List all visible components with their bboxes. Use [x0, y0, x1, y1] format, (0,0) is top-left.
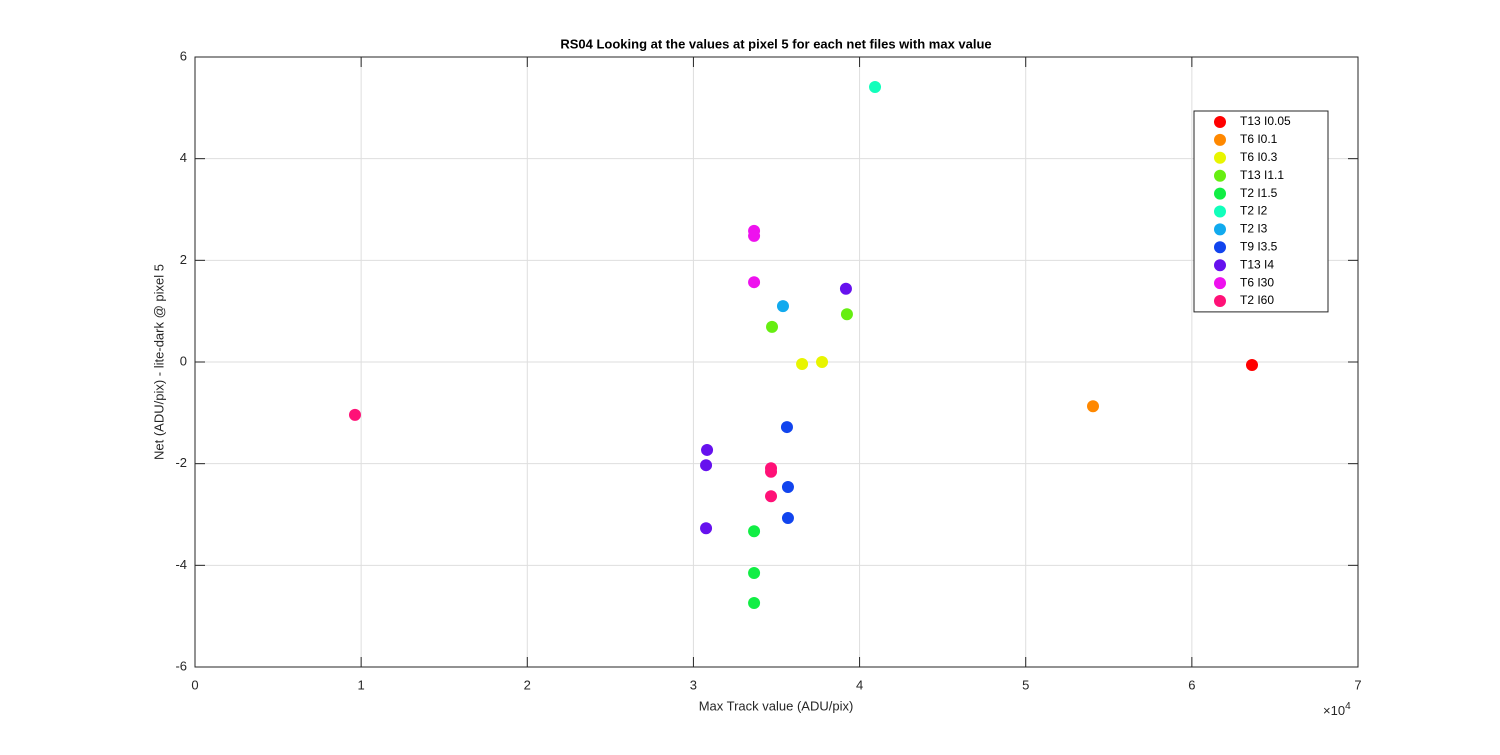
y-tick-label: 6	[180, 48, 187, 63]
x-tick-label: 3	[690, 677, 697, 692]
scatter-point	[701, 443, 714, 456]
scatter-point	[748, 566, 761, 579]
legend-label: T2 I60	[1240, 293, 1274, 307]
scatter-point	[765, 490, 778, 503]
x-tick-label: 0	[191, 677, 198, 692]
scatter-point	[816, 356, 829, 368]
x-tick-label: 5	[1022, 677, 1029, 692]
y-tick-label: 4	[180, 150, 187, 165]
legend-label: T13 I1.1	[1240, 168, 1284, 182]
scatter-point	[839, 282, 852, 295]
legend-label: T6 I0.3	[1240, 150, 1278, 164]
scatter-point	[700, 459, 713, 472]
legend-label: T2 I2	[1240, 204, 1268, 218]
scatter-point	[748, 229, 761, 242]
legend-marker	[1214, 187, 1226, 200]
x-tick-label: 7	[1354, 677, 1361, 692]
scatter-point	[781, 512, 794, 525]
legend-marker	[1214, 169, 1226, 182]
y-tick-label: -2	[175, 455, 187, 470]
x-multiplier: ×104	[1323, 701, 1351, 719]
scatter-point	[840, 308, 853, 321]
x-tick-label: 4	[856, 677, 863, 692]
x-tick-label: 1	[358, 677, 365, 692]
legend-label: T9 I3.5	[1240, 239, 1278, 253]
x-multiplier-exponent: 4	[1345, 701, 1351, 712]
legend-marker	[1214, 223, 1226, 236]
y-tick-label: 2	[180, 252, 187, 267]
scatter-point	[748, 596, 761, 609]
legend-marker	[1214, 116, 1226, 128]
x-tick-label: 6	[1188, 677, 1195, 692]
scatter-point	[1087, 400, 1100, 413]
legend-label: T13 I0.05	[1240, 114, 1291, 128]
scatter-point	[781, 481, 794, 494]
x-multiplier-base: ×10	[1323, 703, 1345, 718]
legend-marker	[1214, 133, 1226, 146]
legend-label: T6 I30	[1240, 275, 1274, 289]
legend-label: T2 I1.5	[1240, 186, 1278, 200]
x-tick-label: 2	[524, 677, 531, 692]
legend-label: T2 I3	[1240, 222, 1268, 236]
legend-marker	[1214, 205, 1226, 218]
legend-marker	[1214, 259, 1226, 272]
y-axis-label: Net (ADU/pix) - lite-dark @ pixel 5	[151, 264, 166, 460]
y-tick-label: -4	[175, 557, 187, 572]
scatter-point	[700, 522, 713, 535]
scatter-point	[776, 300, 789, 313]
y-tick-label: 0	[180, 353, 187, 368]
scatter-point	[1246, 359, 1259, 372]
legend-marker	[1214, 151, 1226, 164]
legend-marker	[1214, 277, 1226, 290]
y-tick-label: -6	[175, 658, 187, 673]
scatter-point	[348, 408, 361, 421]
x-axis-label: Max Track value (ADU/pix)	[699, 698, 854, 713]
scatter-point	[748, 525, 761, 538]
scatter-point	[766, 320, 779, 333]
legend-label: T6 I0.1	[1240, 132, 1278, 146]
legend-marker	[1214, 295, 1226, 307]
axes-box	[194, 56, 1359, 668]
scatter-point	[796, 358, 809, 371]
chart-title: RS04 Looking at the values at pixel 5 fo…	[560, 36, 991, 51]
scatter-point	[748, 276, 761, 289]
scatter-point	[780, 421, 793, 434]
scatter-point	[869, 80, 882, 93]
legend-label: T13 I4	[1240, 257, 1274, 271]
legend-marker	[1214, 241, 1226, 254]
scatter-point	[765, 465, 778, 478]
